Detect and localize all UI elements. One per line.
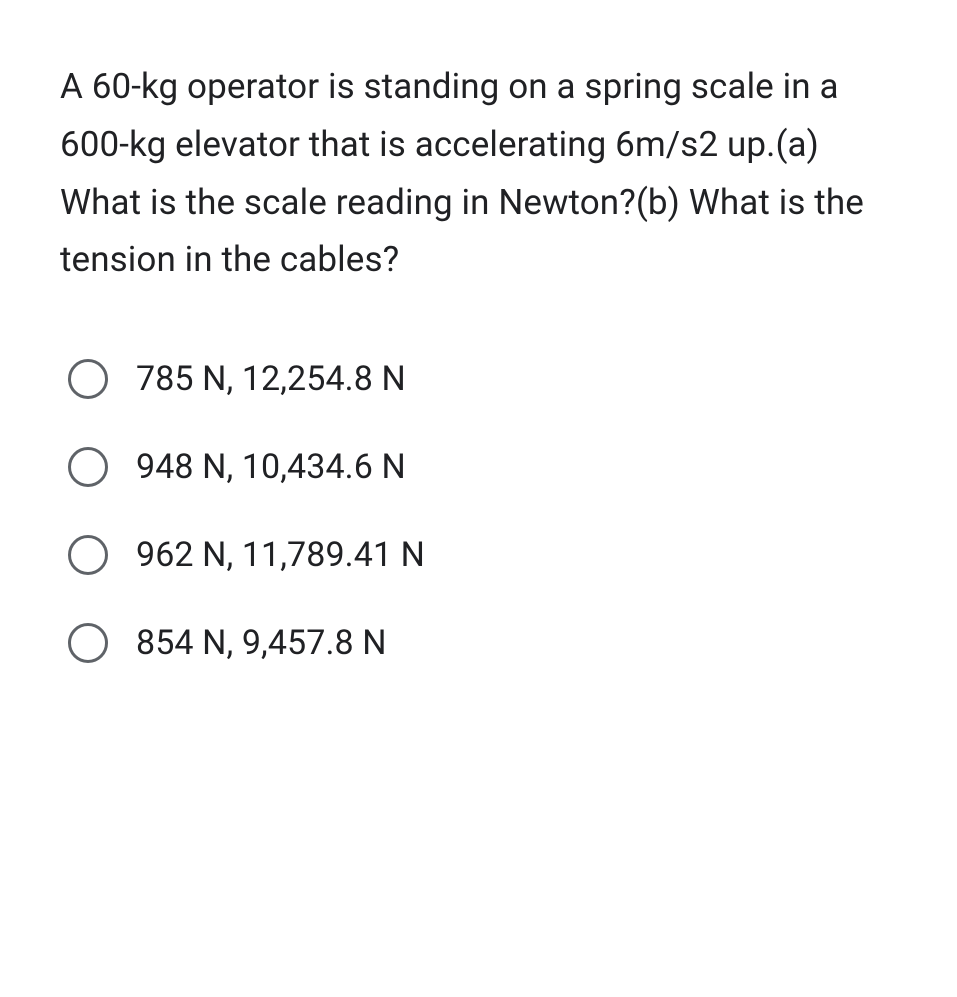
option-label: 948 N, 10,434.6 N	[136, 447, 406, 487]
option-row[interactable]: 854 N, 9,457.8 N	[68, 623, 897, 663]
radio-unchecked-icon[interactable]	[68, 447, 108, 487]
option-row[interactable]: 785 N, 12,254.8 N	[68, 359, 897, 399]
option-row[interactable]: 948 N, 10,434.6 N	[68, 447, 897, 487]
radio-unchecked-icon[interactable]	[68, 535, 108, 575]
radio-unchecked-icon[interactable]	[68, 623, 108, 663]
option-label: 854 N, 9,457.8 N	[136, 623, 387, 663]
radio-unchecked-icon[interactable]	[68, 359, 108, 399]
option-label: 962 N, 11,789.41 N	[136, 535, 425, 575]
option-label: 785 N, 12,254.8 N	[136, 359, 406, 399]
question-text: A 60-kg operator is standing on a spring…	[60, 58, 897, 289]
option-row[interactable]: 962 N, 11,789.41 N	[68, 535, 897, 575]
options-container: 785 N, 12,254.8 N 948 N, 10,434.6 N 962 …	[60, 359, 897, 663]
